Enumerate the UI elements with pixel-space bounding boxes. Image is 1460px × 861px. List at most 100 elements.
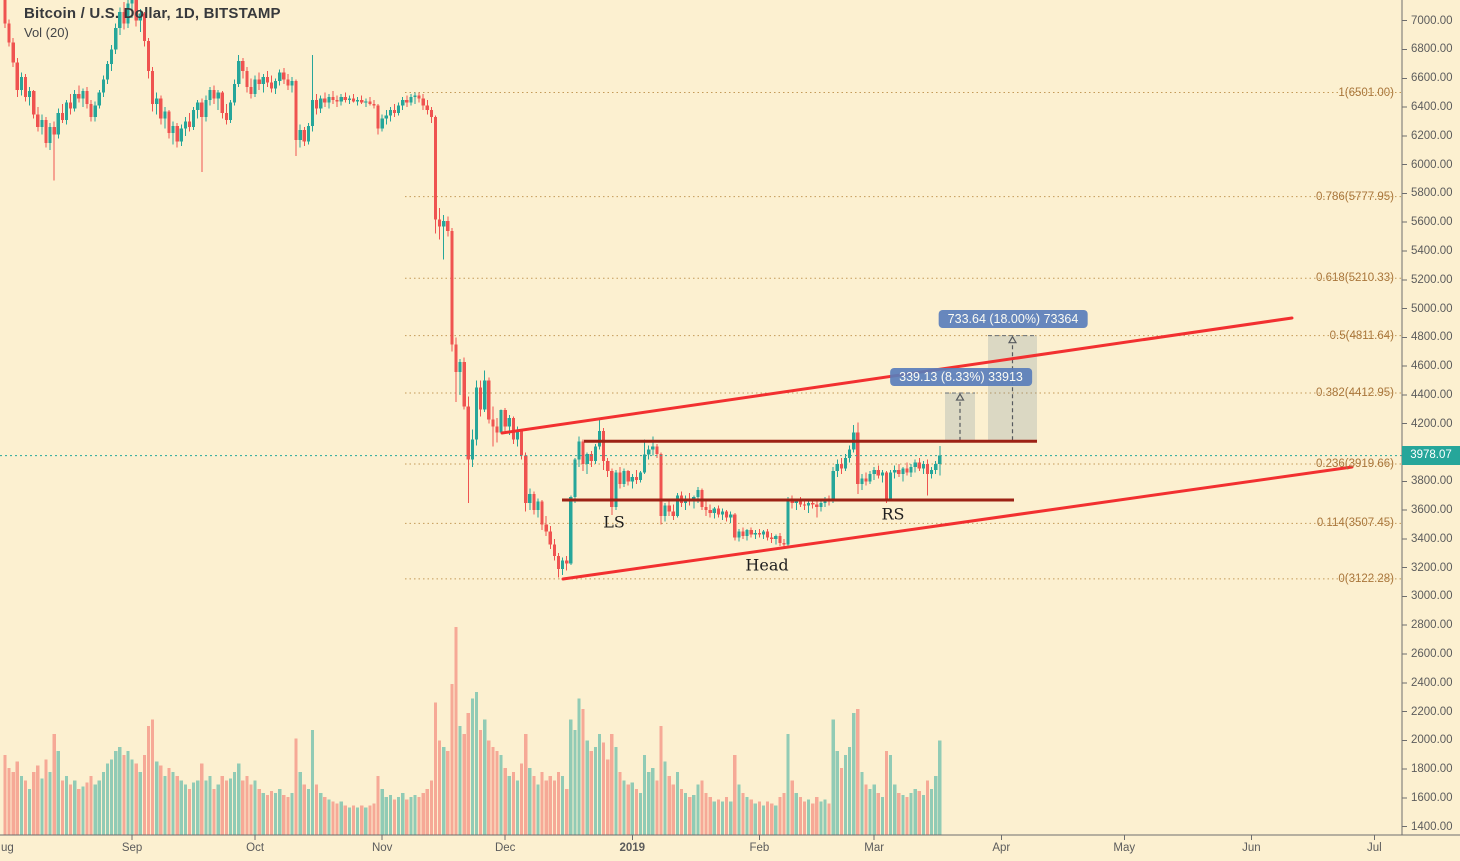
candle-body bbox=[712, 508, 716, 513]
candle-body bbox=[602, 430, 606, 462]
candle-body bbox=[77, 94, 81, 99]
candle-body bbox=[44, 120, 48, 144]
candles bbox=[3, 0, 942, 578]
candle bbox=[893, 465, 897, 479]
volume-bar bbox=[827, 803, 831, 835]
volume-bar bbox=[343, 805, 347, 835]
volume-bar bbox=[577, 698, 581, 835]
price-axis-label: 1400.00 bbox=[1411, 820, 1453, 833]
candle-body bbox=[761, 531, 766, 535]
volume-bar bbox=[630, 782, 634, 835]
candle bbox=[208, 86, 212, 106]
measure-value-label[interactable]: 339.13 (8.33%) 33913 bbox=[890, 368, 1032, 386]
lower-trendline[interactable] bbox=[561, 465, 1354, 581]
candle-body bbox=[286, 79, 290, 86]
candle-body bbox=[905, 468, 909, 473]
pattern-label-rs[interactable]: RS bbox=[881, 504, 905, 524]
pattern-label-head[interactable]: Head bbox=[745, 555, 789, 575]
candle-body bbox=[298, 130, 302, 141]
volume-bar bbox=[171, 772, 175, 835]
time-axis-label: Feb bbox=[749, 842, 770, 854]
volume-bar bbox=[913, 788, 917, 835]
price-axis-label: 2200.00 bbox=[1411, 705, 1453, 718]
candle bbox=[261, 73, 265, 93]
symbol-title[interactable]: Bitcoin / U.S. Dollar, 1D, BITSTAMP bbox=[24, 5, 281, 22]
pattern-label-ls[interactable]: LS bbox=[603, 512, 625, 532]
candle bbox=[175, 122, 179, 148]
volume-bar bbox=[811, 803, 815, 835]
candle-body bbox=[458, 361, 462, 372]
volume-bar bbox=[7, 767, 11, 835]
candle bbox=[130, 0, 134, 18]
candle bbox=[138, 9, 142, 33]
candle-body bbox=[216, 92, 220, 99]
volume-bar bbox=[606, 759, 610, 835]
candle bbox=[757, 528, 761, 538]
volume-bar bbox=[196, 780, 200, 835]
candle bbox=[282, 68, 286, 85]
volume-indicator-label[interactable]: Vol (20) bbox=[24, 25, 69, 40]
volume-bar bbox=[364, 807, 368, 835]
volume-bar bbox=[667, 776, 671, 835]
candle-body bbox=[651, 446, 655, 450]
candle bbox=[85, 86, 89, 109]
volume-bar bbox=[569, 719, 573, 835]
candle-body bbox=[725, 511, 729, 518]
fib-level-label: 1(6501.00) bbox=[1338, 86, 1394, 99]
candle bbox=[122, 1, 126, 30]
candle bbox=[253, 75, 257, 97]
candle-body bbox=[733, 514, 737, 538]
candle bbox=[938, 446, 942, 476]
volume-bar bbox=[360, 805, 364, 835]
candle-body bbox=[552, 544, 556, 557]
candle bbox=[913, 459, 917, 473]
candle bbox=[347, 95, 351, 105]
volume-bar bbox=[507, 776, 511, 835]
candle-body bbox=[573, 459, 577, 498]
volume-bar bbox=[515, 780, 520, 835]
volume-bar bbox=[491, 746, 495, 835]
volume-bar bbox=[384, 797, 388, 835]
candle-body bbox=[101, 79, 105, 93]
volume-bar bbox=[688, 797, 692, 835]
candle-body bbox=[142, 13, 146, 41]
volume-bar bbox=[647, 772, 651, 835]
candle bbox=[421, 94, 425, 110]
candle-body bbox=[413, 95, 417, 97]
price-axis-label: 2000.00 bbox=[1411, 734, 1453, 747]
candle bbox=[425, 99, 429, 115]
measure-value-label[interactable]: 733.64 (18.00%) 73364 bbox=[938, 310, 1088, 328]
candle bbox=[335, 95, 339, 108]
volume-bar bbox=[347, 807, 351, 835]
volume-bar bbox=[425, 788, 429, 835]
price-axis-label: 7000.00 bbox=[1411, 14, 1453, 27]
candle-body bbox=[864, 478, 868, 482]
candle-body bbox=[515, 430, 520, 440]
candle bbox=[310, 55, 315, 132]
candle bbox=[409, 94, 413, 106]
volume-bar bbox=[782, 793, 786, 835]
candle bbox=[565, 556, 569, 571]
candle-body bbox=[794, 501, 798, 503]
candle-body bbox=[528, 494, 532, 503]
candle-body bbox=[114, 27, 118, 50]
candle bbox=[684, 495, 688, 511]
volume-bar bbox=[237, 763, 241, 835]
volume-bar bbox=[274, 793, 278, 835]
measure-box[interactable] bbox=[945, 392, 975, 442]
candle bbox=[269, 75, 274, 93]
volume-bar bbox=[930, 788, 934, 835]
volume-bar bbox=[474, 692, 479, 835]
volume-bar bbox=[876, 793, 880, 835]
candle bbox=[331, 91, 335, 105]
candle bbox=[618, 466, 622, 489]
candle-body bbox=[187, 121, 192, 128]
fib-level-label: 0(3122.28) bbox=[1338, 572, 1394, 585]
candle bbox=[593, 443, 597, 465]
measure-box[interactable] bbox=[988, 335, 1037, 442]
candle bbox=[257, 72, 261, 90]
fib-level-label: 0.5(4811.64) bbox=[1329, 329, 1394, 342]
time-axis-label: Oct bbox=[246, 842, 265, 854]
